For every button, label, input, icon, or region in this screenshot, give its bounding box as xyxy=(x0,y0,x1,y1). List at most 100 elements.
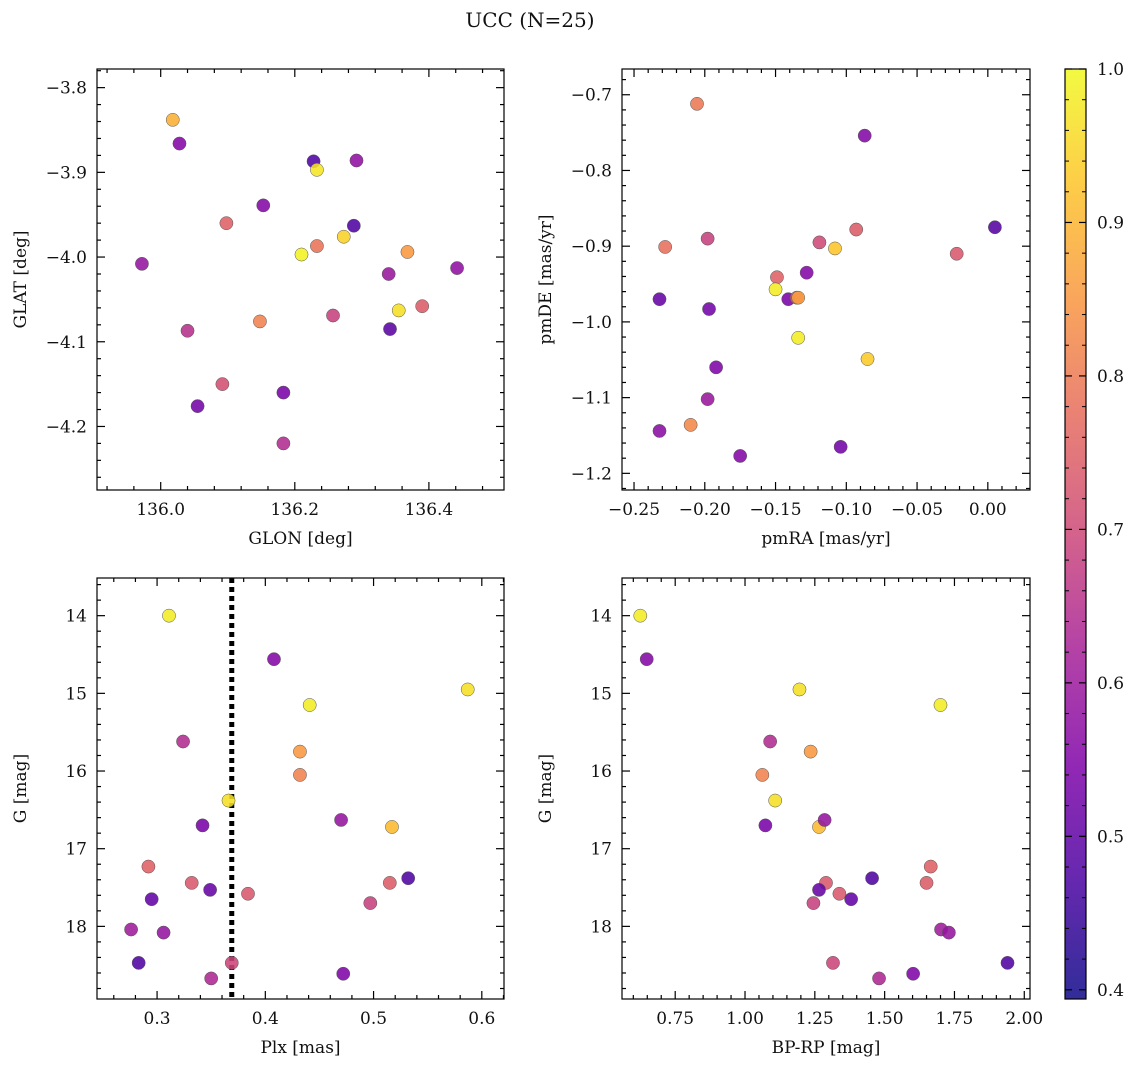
data-point xyxy=(633,608,648,623)
y-axis-label: G [mag] xyxy=(536,754,556,823)
scatter-points xyxy=(124,608,475,986)
data-point xyxy=(770,270,784,285)
data-point xyxy=(203,883,217,897)
x-tick-label: −0.15 xyxy=(749,500,801,520)
x-tick-label: 1.50 xyxy=(866,1009,904,1029)
data-point xyxy=(382,876,397,890)
axes-frame xyxy=(621,577,1031,1000)
y-tick-label: −1.0 xyxy=(571,313,612,333)
y-tick-label: 18 xyxy=(590,917,612,937)
x-tick-label: 0.00 xyxy=(969,500,1007,520)
colorbar-tick-label: 0.7 xyxy=(1097,520,1124,540)
data-point xyxy=(204,971,219,986)
data-point xyxy=(224,956,239,970)
data-point xyxy=(849,222,864,237)
data-point xyxy=(857,128,872,143)
y-tick-label: −0.7 xyxy=(571,86,612,106)
data-point xyxy=(124,922,138,937)
y-tick-label: 15 xyxy=(65,684,87,704)
x-axis-label: BP-RP [mag] xyxy=(772,1038,881,1058)
data-point xyxy=(812,883,826,897)
y-tick-label: −3.9 xyxy=(46,163,87,183)
y-tick-label: 14 xyxy=(590,607,612,627)
data-point xyxy=(812,235,827,250)
data-point xyxy=(385,820,399,834)
data-point xyxy=(310,239,324,253)
data-point xyxy=(293,768,307,782)
y-tick-label: 15 xyxy=(590,684,612,704)
data-point xyxy=(221,793,236,808)
colorbar-gradient xyxy=(1064,68,1087,1000)
y-axis-label: G [mag] xyxy=(11,754,31,823)
data-point xyxy=(792,682,807,697)
data-point xyxy=(683,418,698,432)
data-point xyxy=(363,896,378,910)
data-point xyxy=(172,136,187,151)
data-point xyxy=(755,768,770,782)
y-tick-label: −0.9 xyxy=(571,237,612,257)
data-point xyxy=(906,966,920,981)
y-tick-label: −4.2 xyxy=(46,417,87,437)
data-point xyxy=(833,439,848,454)
x-tick-label: 136.0 xyxy=(136,500,185,520)
data-point xyxy=(162,608,176,623)
data-point xyxy=(768,793,783,808)
scatter-points xyxy=(633,608,1015,986)
data-point xyxy=(652,424,667,438)
x-tick-label: 1.75 xyxy=(936,1009,974,1029)
data-point xyxy=(803,744,818,759)
data-point xyxy=(190,399,205,413)
data-point xyxy=(383,322,397,336)
data-point xyxy=(349,153,364,168)
data-point xyxy=(450,261,464,275)
y-tick-label: −4.0 xyxy=(46,248,87,268)
y-axis-label: GLAT [deg] xyxy=(11,230,31,328)
colorbar-tick-label: 0.6 xyxy=(1097,674,1124,694)
x-axis-label: GLON [deg] xyxy=(248,529,352,549)
colorbar-tick-label: 0.9 xyxy=(1097,213,1124,233)
scatter-panel-1: 136.0 136.2 136.4 −4.2 −4.1 −4.0 −3.9 −3.8 GLON … xyxy=(11,68,505,549)
data-point xyxy=(276,385,291,400)
data-point xyxy=(184,876,199,890)
x-tick-label: 0.3 xyxy=(144,1009,171,1029)
data-point xyxy=(131,956,146,970)
data-point xyxy=(709,360,723,375)
data-point xyxy=(933,698,948,712)
axis-ticks xyxy=(622,69,1030,490)
axes-frame xyxy=(621,68,1031,491)
x-tick-label: −0.20 xyxy=(679,500,731,520)
data-point xyxy=(219,216,234,231)
data-point xyxy=(276,436,291,451)
y-axis-label: pmDE [mas/yr] xyxy=(536,214,556,344)
data-point xyxy=(826,956,840,970)
data-point xyxy=(293,744,307,759)
data-point xyxy=(639,652,654,667)
data-point xyxy=(923,859,938,874)
data-point xyxy=(844,892,858,907)
axes-frame xyxy=(96,577,505,1000)
data-point xyxy=(832,886,847,901)
data-point xyxy=(949,246,964,261)
data-point xyxy=(733,449,748,463)
scatter-panel-4: 0.75 1.00 1.25 1.50 1.75 2.00 14 15 16 17 18 BP-RP … xyxy=(536,577,1043,1058)
data-point xyxy=(310,162,324,177)
scatter-panel-3: 0.3 0.4 0.5 0.6 14 15 16 17 18 Plx [mas] G [mag] xyxy=(11,577,505,1058)
data-point xyxy=(326,308,340,323)
data-point xyxy=(294,247,309,262)
data-point xyxy=(652,292,667,307)
data-point xyxy=(346,218,361,233)
data-point xyxy=(400,245,415,259)
data-point xyxy=(988,220,1002,235)
data-point xyxy=(334,813,348,827)
data-point xyxy=(135,256,149,271)
data-point xyxy=(253,314,267,329)
x-tick-label: −0.25 xyxy=(608,500,660,520)
axis-ticks xyxy=(97,578,505,999)
data-point xyxy=(768,282,783,297)
data-point xyxy=(791,330,806,345)
colorbar-tick-label: 0.4 xyxy=(1097,981,1124,1001)
data-point xyxy=(690,96,704,111)
x-tick-label: −0.05 xyxy=(891,500,943,520)
data-point xyxy=(702,302,716,316)
colorbar-tick-label: 0.5 xyxy=(1097,827,1124,847)
